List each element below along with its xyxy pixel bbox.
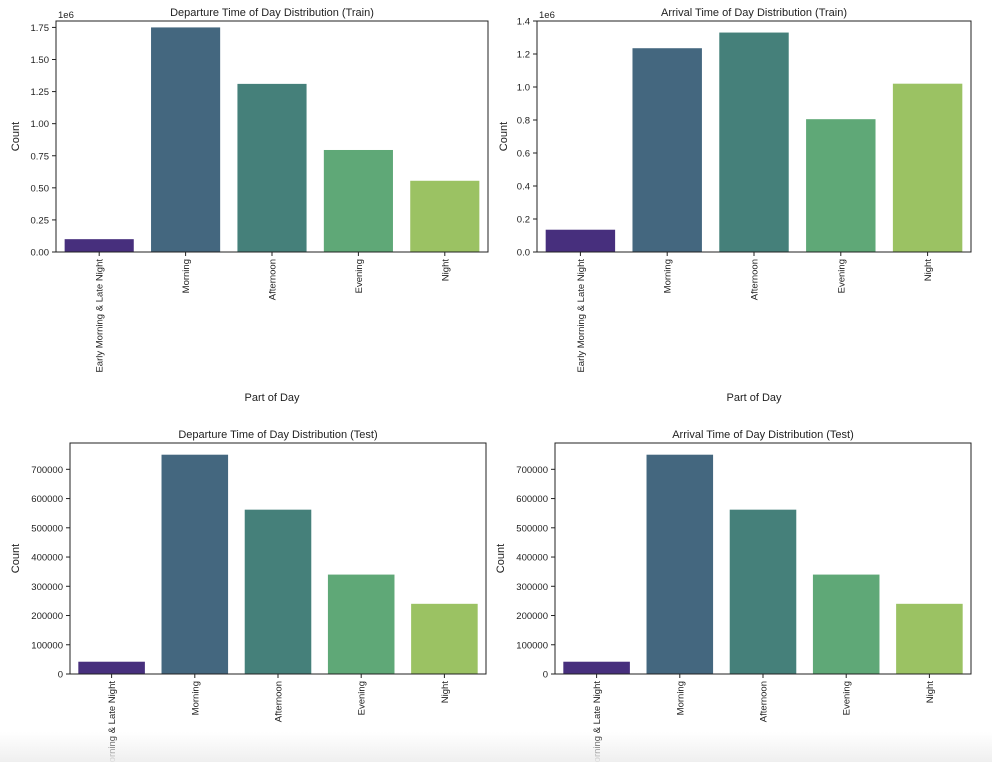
chart-departure-test: 0 100000 200000 300000 400000 500000 600000 700… [10, 429, 487, 762]
x-tick-label: Afternoon [759, 681, 770, 722]
x-tick-label: Morning [663, 259, 674, 293]
y-tick-label: 700000 [516, 465, 548, 476]
y-tick-label: 300000 [516, 582, 548, 593]
y-axis-label: Count [495, 544, 507, 573]
y-tick-label: 500000 [31, 523, 63, 534]
x-tick-label: Night [925, 681, 936, 704]
y-tick-label: 500000 [516, 523, 548, 534]
bar-evening [806, 119, 876, 253]
x-tick-label: Afternoon [268, 259, 279, 300]
bar-morning [646, 454, 714, 674]
x-tick-label: Evening [836, 259, 847, 293]
y-tick-label: 1.0 [517, 83, 530, 94]
x-tick-label: Afternoon [750, 259, 761, 300]
bar-night [410, 180, 480, 252]
x-tick-label: Night [440, 681, 451, 704]
bar-early-morning-late-night [563, 661, 630, 674]
y-tick-label: 1.75 [31, 23, 50, 34]
y-tick-label: 0.0 [517, 248, 530, 259]
y-tick-label: 1.00 [31, 119, 50, 130]
x-tick-label: Evening [357, 681, 368, 715]
y-tick-label: 1.4 [517, 17, 530, 28]
y-tick-label: 0.8 [517, 116, 530, 127]
bar-morning [632, 48, 702, 252]
y-axis-label: Count [498, 122, 510, 151]
x-tick-label: Morning [181, 259, 192, 293]
x-tick-label: Morning [675, 681, 686, 715]
chart-title: Departure Time of Day Distribution (Trai… [170, 7, 374, 19]
y-tick-label: 200000 [516, 611, 548, 622]
y-tick-label: 200000 [31, 611, 63, 622]
y-axis-label: Count [10, 544, 22, 573]
y-tick-label: 700000 [31, 465, 63, 476]
x-tick-label: Early Morning & Late Night [107, 681, 118, 762]
bar-night [896, 603, 963, 674]
bar-early-morning-late-night [78, 661, 145, 674]
x-tick-label: Evening [842, 681, 853, 715]
chart-arrival-train: 0.0 0.2 0.4 0.6 0.8 1.0 1.2 1.4 Early Morning & … [498, 7, 972, 404]
bar-evening [812, 574, 880, 674]
y-axis-label: Count [10, 122, 22, 151]
bar-early-morning-late-night [64, 239, 134, 252]
chart-title: Arrival Time of Day Distribution (Train) [661, 7, 847, 19]
y-tick-label: 400000 [31, 553, 63, 564]
x-tick-label: Afternoon [274, 681, 285, 722]
y-tick-label: 0.25 [31, 215, 50, 226]
y-tick-label: 1.2 [517, 50, 530, 61]
y-tick-label: 0 [58, 670, 63, 681]
y-tick-label: 100000 [516, 640, 548, 651]
bar-morning [151, 27, 221, 253]
x-tick-label: Early Morning & Late Night [592, 681, 603, 762]
y-tick-label: 400000 [516, 553, 548, 564]
bottom-fade [0, 732, 992, 762]
bar-afternoon [244, 509, 312, 674]
y-tick-label: 0.4 [517, 182, 530, 193]
x-tick-label: Early Morning & Late Night [576, 259, 587, 373]
chart-arrival-test: 0 100000 200000 300000 400000 500000 600000 700… [495, 429, 972, 762]
y-tick-label: 1.25 [31, 87, 50, 98]
y-tick-label: 1.50 [31, 55, 50, 66]
y-tick-label: 600000 [516, 494, 548, 505]
chart-title: Arrival Time of Day Distribution (Test) [672, 429, 854, 441]
y-tick-label: 0.50 [31, 183, 50, 194]
bar-night [892, 83, 963, 252]
x-axis-label: Part of Day [244, 392, 300, 404]
bar-morning [161, 454, 229, 674]
y-tick-label: 0.6 [517, 149, 530, 160]
bar-afternoon [237, 83, 307, 252]
x-tick-label: Night [440, 259, 451, 282]
y-tick-label: 0.2 [517, 215, 530, 226]
bar-afternoon [729, 509, 797, 674]
chart-title: Departure Time of Day Distribution (Test… [178, 429, 377, 441]
bar-evening [327, 574, 395, 674]
x-tick-label: Evening [354, 259, 365, 293]
y-tick-label: 600000 [31, 494, 63, 505]
x-tick-label: Night [923, 259, 934, 282]
bar-evening [323, 149, 393, 252]
x-axis-label: Part of Day [726, 392, 782, 404]
bar-night [411, 603, 478, 674]
y-tick-label: 0 [543, 670, 548, 681]
y-tick-label: 0.00 [31, 248, 50, 259]
x-tick-label: Morning [190, 681, 201, 715]
axis-offset-label: 1e6 [58, 10, 74, 21]
y-tick-label: 300000 [31, 582, 63, 593]
bar-early-morning-late-night [545, 229, 616, 252]
bar-afternoon [719, 32, 789, 252]
x-tick-label: Early Morning & Late Night [95, 259, 106, 373]
y-tick-label: 100000 [31, 640, 63, 651]
axis-offset-label: 1e6 [539, 10, 555, 21]
y-tick-label: 0.75 [31, 151, 50, 162]
chart-departure-train: 0.00 0.25 0.50 0.75 1.00 1.25 1.50 1.75 Early Mo… [10, 7, 489, 404]
